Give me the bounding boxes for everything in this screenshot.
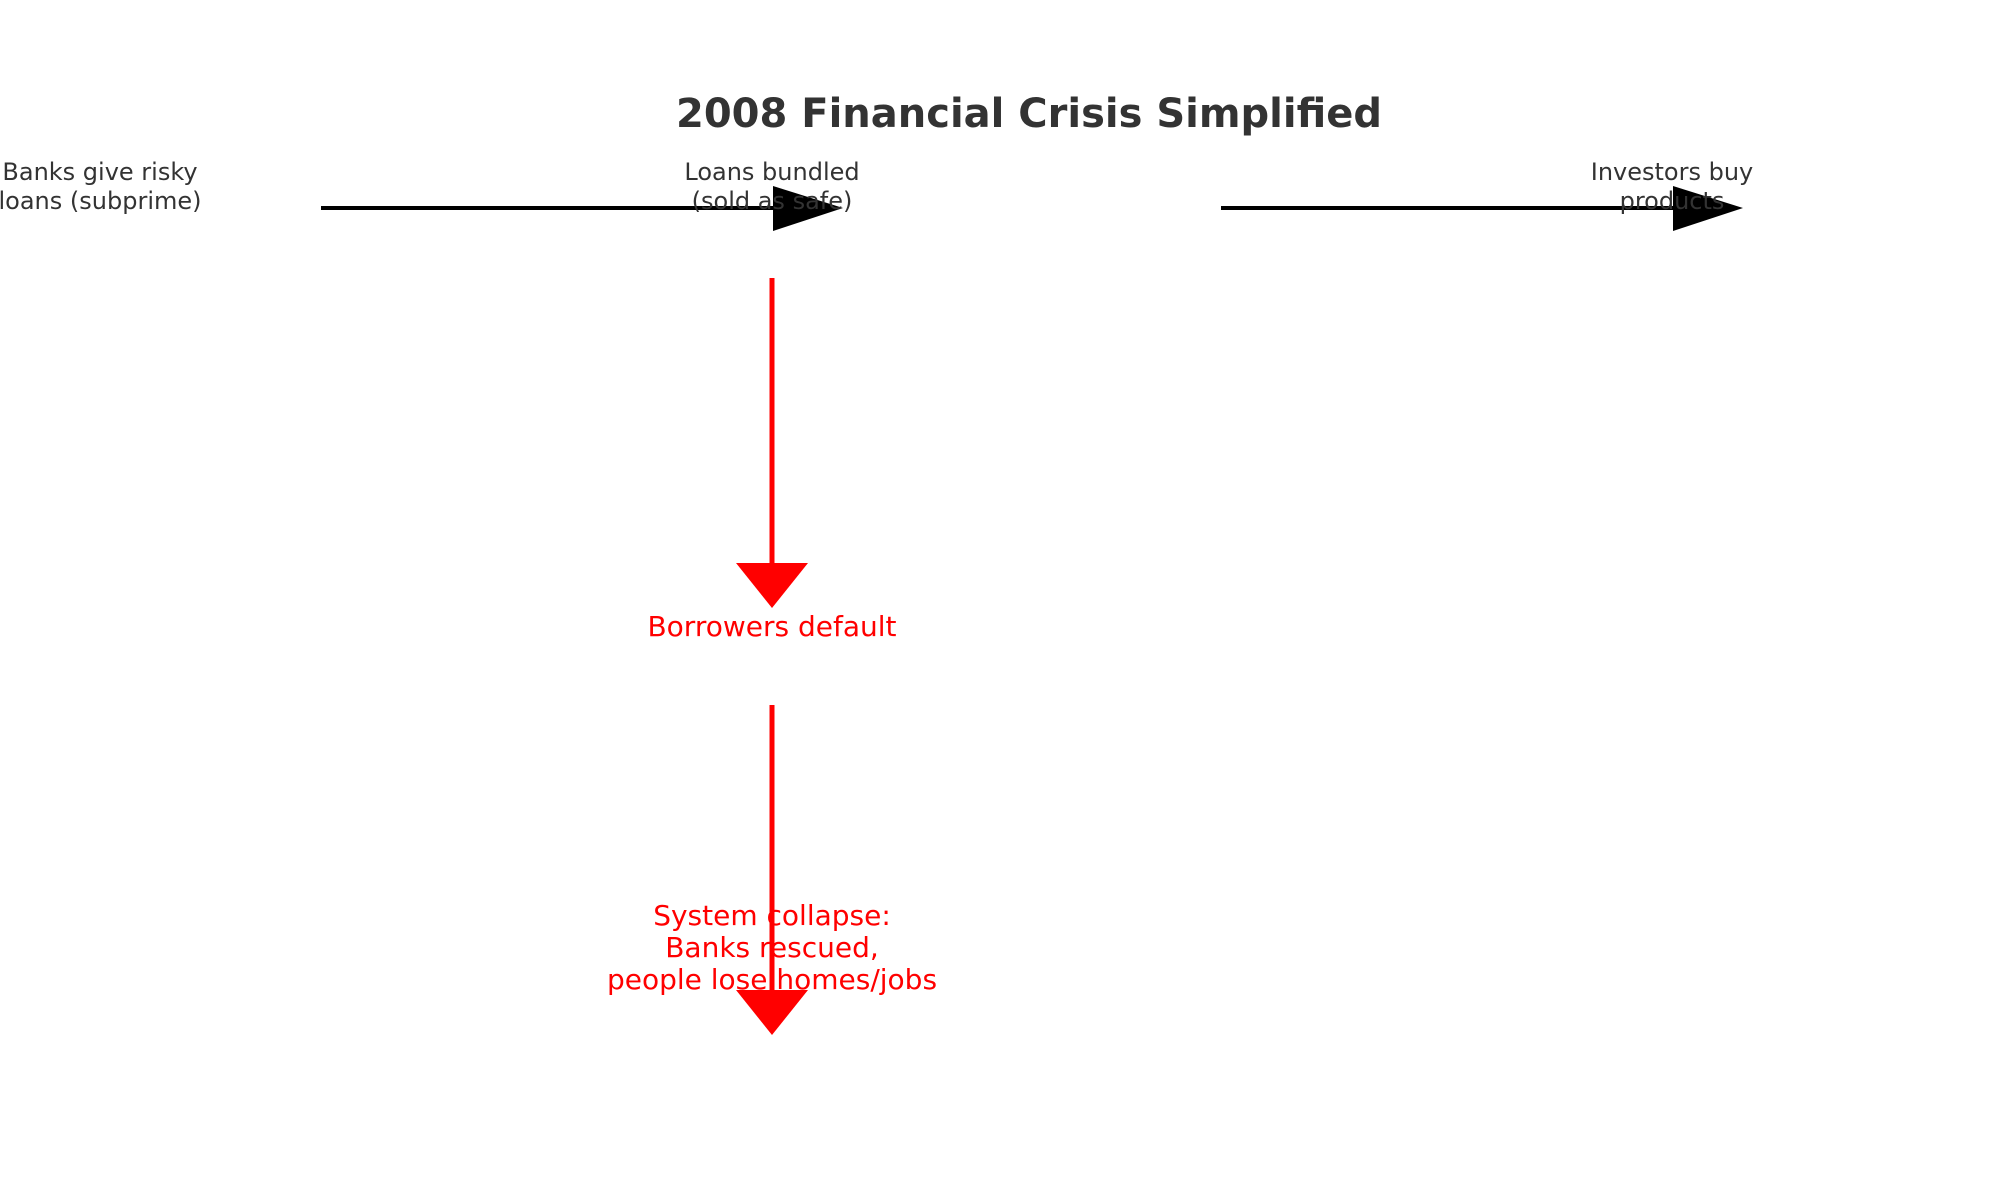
arrow-head [736, 563, 808, 608]
node-investors-buy: Investors buy products [1590, 158, 1754, 215]
node-loans-bundled: Loans bundled (sold as safe) [684, 158, 860, 215]
node-banks-risky-loans: Banks give risky loans (subprime) [0, 158, 202, 215]
arrow-default-to-collapse [736, 705, 808, 1035]
arrow-banks-to-bundled [321, 186, 843, 231]
arrow-bundled-to-default [736, 278, 808, 608]
node-system-collapse: System collapse: Banks rescued, people l… [606, 899, 938, 996]
diagram-title: 2008 Financial Crisis Simplified [676, 91, 1382, 137]
arrow-head [773, 186, 843, 231]
arrow-bundled-to-investors [1221, 186, 1743, 231]
arrow-head [1673, 186, 1743, 231]
arrow-head [736, 990, 808, 1035]
node-borrowers-default: Borrowers default [647, 610, 897, 643]
